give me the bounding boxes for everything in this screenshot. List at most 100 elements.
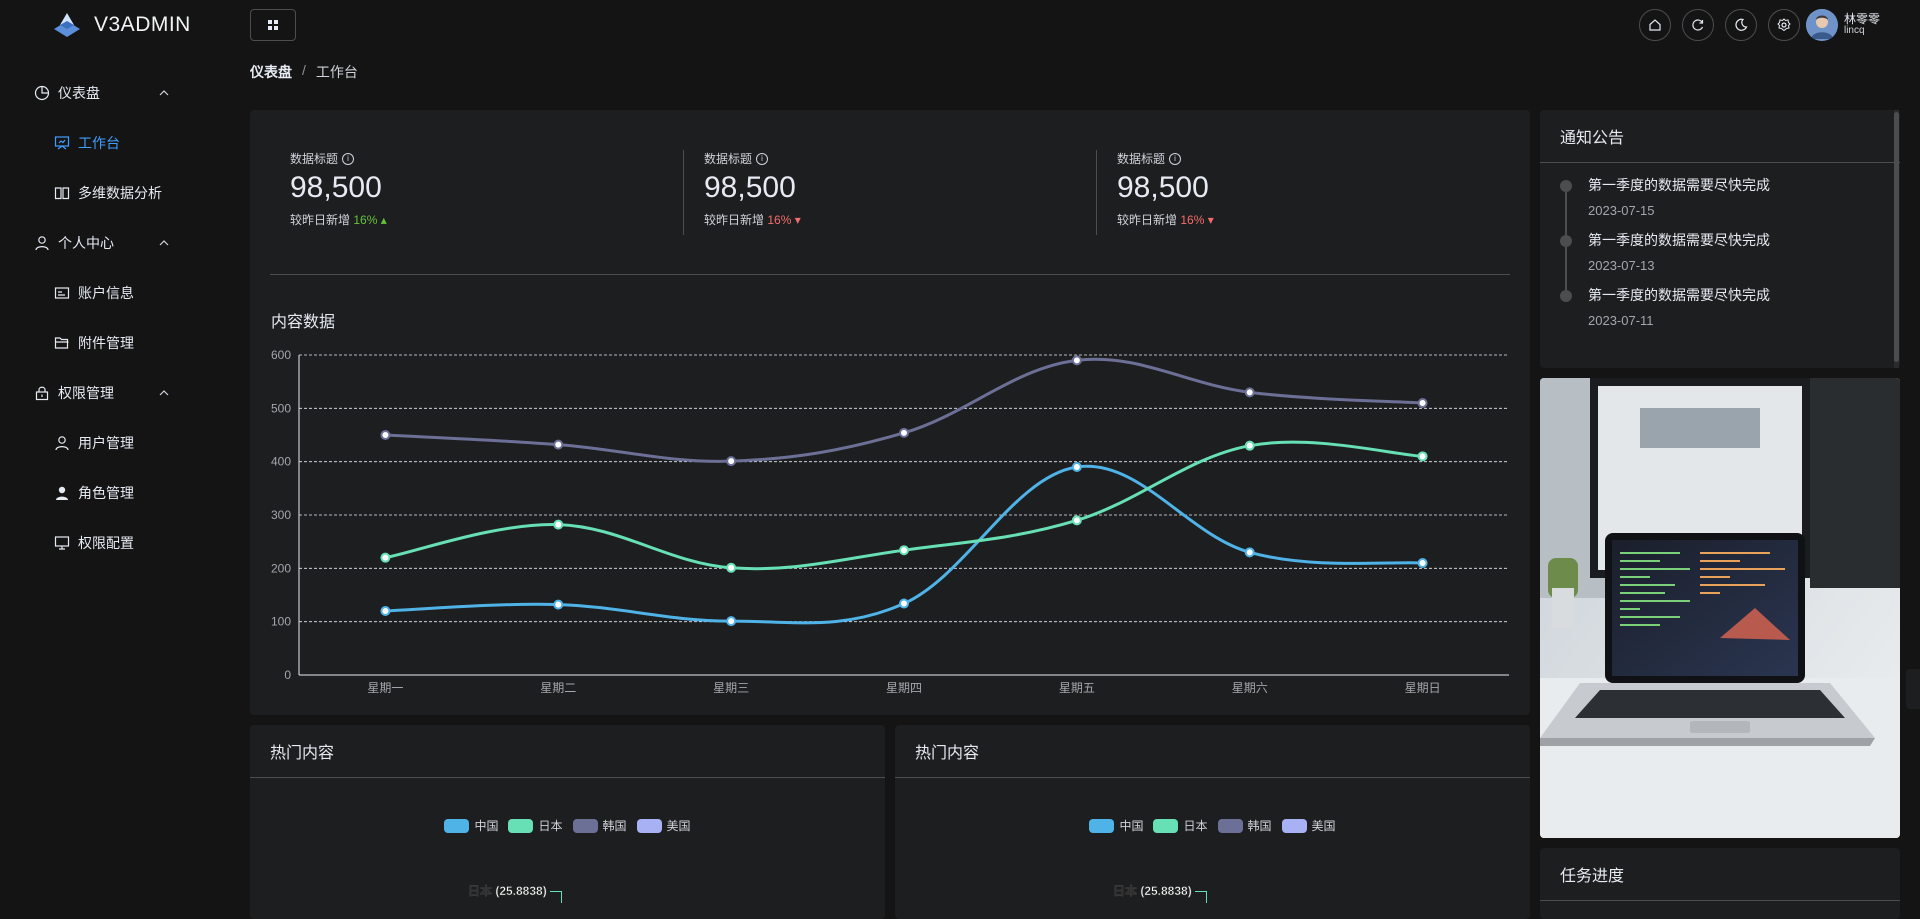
pie-label: 日本 (25.8838): [468, 884, 547, 899]
stat-card: 数据标题 i 98,500 较昨日新增 16% ▾: [683, 150, 1096, 235]
card-title: 热门内容: [895, 725, 1530, 778]
stat-value: 98,500: [1117, 171, 1209, 204]
laptop-photo: [1540, 378, 1900, 838]
breadcrumb-separator: /: [302, 62, 306, 78]
sidebar-item-roles[interactable]: 角色管理: [0, 468, 234, 518]
folder-open-icon: [54, 335, 70, 351]
data-point: [1244, 440, 1255, 451]
notice-timeline: 第一季度的数据需要尽快完成 2023-07-15 第一季度的数据需要尽快完成 2…: [1560, 175, 1770, 340]
timeline-dot: [1560, 235, 1572, 247]
pie-legend: 中国 日本 韩国 美国: [250, 817, 885, 834]
data-point: [899, 598, 909, 609]
legend-label: 韩国: [1247, 819, 1272, 833]
data-point: [726, 456, 737, 467]
hot-content-card: 热门内容 中国 日本 韩国 美国 日本 (25.8838): [250, 725, 885, 919]
stats-row: 数据标题 i 98,500 较昨日新增 16% ▴ 数据标题 i 98,500 较昨…: [270, 150, 1510, 235]
info-icon[interactable]: i: [756, 152, 769, 165]
legend-swatch: [1153, 818, 1179, 833]
settings-button[interactable]: [1768, 9, 1800, 41]
pie-label: 日本 (25.8838): [1113, 884, 1192, 899]
sidebar-item-permission-config[interactable]: 权限配置: [0, 518, 234, 568]
refresh-icon: [1692, 19, 1704, 31]
legend-item[interactable]: 中国: [1089, 817, 1143, 834]
data-point: [380, 430, 391, 440]
caret-down-icon: ▾: [791, 213, 801, 227]
sidebar-item-label: 工作台: [78, 135, 120, 151]
hot-content-card: 热门内容 中国 日本 韩国 美国 日本 (25.8838): [895, 725, 1530, 919]
legend-item[interactable]: 日本: [508, 817, 563, 834]
line-chart: 0 100 200 300 400 500 600 星期一 星期二 星期三 星期四 星期五 星期六 星期日: [271, 348, 1509, 695]
dark-mode-toggle[interactable]: [1725, 9, 1757, 41]
data-point: [553, 599, 564, 610]
breadcrumb-item-dashboard[interactable]: 仪表盘: [250, 64, 292, 80]
menu-group-label: 仪表盘: [58, 85, 100, 101]
x-tick-label: 星期二: [540, 681, 576, 695]
stat-foot-label: 较昨日新增: [704, 213, 765, 227]
scrollbar-thumb[interactable]: [1894, 112, 1899, 362]
sidebar-item-label: 账户信息: [78, 285, 134, 301]
legend-label: 韩国: [602, 819, 627, 833]
y-tick-label: 200: [271, 561, 291, 575]
card-title: 任务进度: [1540, 848, 1900, 901]
legend-item[interactable]: 韩国: [572, 817, 627, 834]
caret-down-icon: ▾: [1204, 213, 1214, 227]
stat-foot-label: 较昨日新增: [290, 213, 351, 227]
legend-label: 日本: [538, 819, 563, 833]
timeline-item[interactable]: 第一季度的数据需要尽快完成 2023-07-11: [1560, 285, 1770, 340]
refresh-button[interactable]: [1682, 9, 1714, 41]
data-point: [1417, 398, 1428, 408]
user-menu[interactable]: 林零零 lincq: [1805, 9, 1880, 41]
sidebar-item-attachments[interactable]: 附件管理: [0, 318, 234, 368]
timeline-line: [1565, 247, 1567, 290]
stat-value: 98,500: [290, 171, 382, 204]
info-icon[interactable]: i: [342, 152, 355, 165]
info-icon[interactable]: i: [1169, 152, 1182, 165]
timeline-item[interactable]: 第一季度的数据需要尽快完成 2023-07-13: [1560, 230, 1770, 290]
settings-icon: [1777, 18, 1791, 32]
data-point: [1071, 515, 1082, 526]
x-tick-label: 星期三: [713, 681, 749, 695]
legend-swatch: [1089, 818, 1115, 833]
home-button[interactable]: [1639, 9, 1671, 41]
chevron-up-icon: [159, 90, 169, 96]
legend-item[interactable]: 美国: [636, 817, 691, 834]
y-tick-label: 300: [271, 508, 291, 522]
legend-item[interactable]: 美国: [1281, 817, 1336, 834]
legend-item[interactable]: 韩国: [1217, 817, 1272, 834]
header-actions: [1639, 9, 1800, 41]
series-line: [385, 357, 1423, 463]
sidebar-item-analysis[interactable]: 多维数据分析: [0, 168, 234, 218]
user-icon: [54, 435, 70, 451]
data-point: [1417, 558, 1428, 568]
legend-swatch: [636, 818, 662, 833]
presentation-icon: [54, 135, 70, 151]
user-id: lincq: [1843, 25, 1865, 36]
stat-title: 数据标题: [704, 152, 753, 166]
data-point: [899, 545, 909, 556]
legend-swatch: [444, 818, 470, 833]
menu-group-permissions[interactable]: 权限管理: [0, 368, 234, 418]
logo-icon: [54, 13, 80, 37]
sidebar-item-account[interactable]: 账户信息: [0, 268, 234, 318]
chevron-up-icon: [159, 240, 169, 246]
menu-group-dashboard[interactable]: 仪表盘: [0, 68, 234, 118]
menu-toggle-button[interactable]: [250, 9, 296, 41]
timeline-date: 2023-07-11: [1588, 313, 1654, 328]
timeline-item[interactable]: 第一季度的数据需要尽快完成 2023-07-15: [1560, 175, 1770, 235]
sidebar-item-label: 角色管理: [78, 485, 134, 501]
sidebar-item-workbench[interactable]: 工作台: [0, 118, 234, 168]
card-title: 通知公告: [1540, 110, 1900, 163]
card-title: 热门内容: [250, 725, 885, 778]
sidebar-menu: 仪表盘 工作台 多维数据分析 个人中心 账户信息: [0, 68, 234, 568]
settings-drawer-handle[interactable]: [1906, 669, 1920, 709]
legend-item[interactable]: 日本: [1153, 817, 1208, 834]
timeline-dot: [1560, 180, 1572, 192]
y-tick-label: 0: [284, 668, 291, 682]
grid-icon: [268, 20, 278, 30]
sidebar-item-users[interactable]: 用户管理: [0, 418, 234, 468]
app-logo[interactable]: V3ADMIN: [0, 0, 234, 50]
legend-label: 中国: [1119, 819, 1144, 833]
legend-item[interactable]: 中国: [444, 817, 498, 834]
menu-group-personal[interactable]: 个人中心: [0, 218, 234, 268]
y-tick-label: 600: [271, 348, 291, 362]
